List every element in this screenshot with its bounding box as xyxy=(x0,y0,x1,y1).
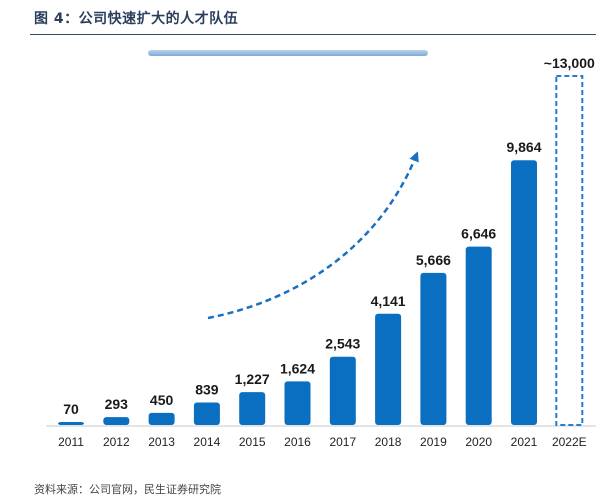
x-tick-label: 2015 xyxy=(239,435,266,449)
bar-value-label: 6,646 xyxy=(461,226,496,242)
bar-value-label: 839 xyxy=(195,382,219,398)
x-tick-label: 2022E xyxy=(552,435,587,449)
bar-value-label: 9,864 xyxy=(506,139,541,155)
bar-value-label: 293 xyxy=(105,396,129,412)
x-tick-label: 2020 xyxy=(465,435,492,449)
bar-value-label: 4,141 xyxy=(371,293,406,309)
bar xyxy=(58,422,84,425)
growth-trend-arrow xyxy=(207,151,419,320)
x-tick-label: 2011 xyxy=(58,435,84,449)
bar xyxy=(465,246,492,425)
bar xyxy=(511,160,537,425)
bar xyxy=(239,392,266,425)
bar xyxy=(375,313,402,425)
bar-value-label: 1,624 xyxy=(280,360,315,376)
bar-value-label: ~13,000 xyxy=(544,55,595,71)
bar xyxy=(193,402,220,425)
x-tick-label: 2013 xyxy=(148,435,175,449)
figure-title: 图 4：公司快速扩大的人才队伍 xyxy=(34,11,239,27)
bar xyxy=(329,356,356,425)
decorative-top-band xyxy=(148,50,428,56)
bar-value-label: 450 xyxy=(150,392,174,408)
x-tick-label: 2019 xyxy=(420,435,447,449)
x-tick-label: 2018 xyxy=(375,435,402,449)
x-tick-label: 2017 xyxy=(329,435,356,449)
bar-value-label: 70 xyxy=(63,401,79,417)
x-tick-label: 2014 xyxy=(194,435,221,449)
x-tick-label: 2016 xyxy=(284,435,311,449)
bar xyxy=(284,381,311,425)
bar xyxy=(148,412,175,425)
bar-value-label: 2,543 xyxy=(325,336,360,352)
x-tick-label: 2012 xyxy=(103,435,130,449)
bar xyxy=(103,417,130,425)
bar-value-label: 5,666 xyxy=(416,252,451,268)
x-tick-label: 2021 xyxy=(511,435,538,449)
bar-estimate xyxy=(555,75,584,426)
source-note: 资料来源：公司官网，民生证券研究院 xyxy=(34,483,221,496)
title-divider xyxy=(30,34,596,35)
bar-value-label: 1,227 xyxy=(235,371,270,387)
bar xyxy=(420,272,447,425)
